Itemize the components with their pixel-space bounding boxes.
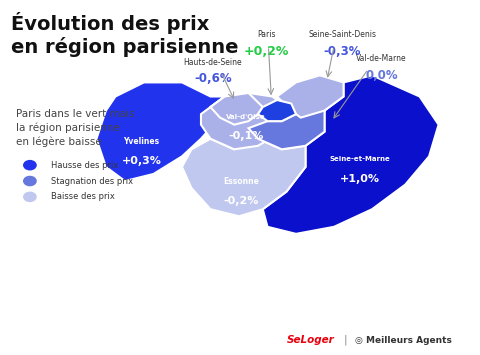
Text: 0,0%: 0,0% [365, 69, 398, 82]
Text: Hausse des prix: Hausse des prix [51, 161, 119, 170]
Circle shape [24, 160, 36, 170]
Text: +1,0%: +1,0% [340, 174, 380, 184]
Text: +0,3%: +0,3% [121, 156, 161, 166]
Circle shape [24, 176, 36, 186]
Text: +0,2%: +0,2% [244, 45, 289, 59]
Text: |: | [344, 335, 348, 345]
Polygon shape [277, 75, 344, 118]
Polygon shape [258, 100, 296, 121]
Text: Paris: Paris [257, 31, 276, 39]
Text: Baisse des prix: Baisse des prix [51, 192, 115, 201]
Text: Yvelines: Yvelines [123, 137, 160, 146]
Text: -0,1%: -0,1% [228, 131, 264, 141]
Polygon shape [201, 93, 291, 149]
Polygon shape [263, 75, 439, 234]
Polygon shape [249, 110, 324, 149]
Text: SeLoger: SeLoger [287, 335, 334, 345]
Polygon shape [211, 93, 263, 125]
Circle shape [24, 192, 36, 201]
Text: -0,3%: -0,3% [324, 45, 361, 59]
Polygon shape [96, 82, 225, 181]
Text: Paris dans le vert mais
la région parisienne
en légère baisse: Paris dans le vert mais la région parisi… [16, 109, 134, 147]
Text: -0,6%: -0,6% [194, 72, 232, 85]
Text: Évolution des prix
en région parisienne: Évolution des prix en région parisienne [11, 12, 239, 57]
Text: Val-de-Marne: Val-de-Marne [356, 54, 407, 63]
Text: Stagnation des prix: Stagnation des prix [51, 176, 133, 186]
Text: -0,2%: -0,2% [224, 196, 259, 207]
Text: Val-d'Oise: Val-d'Oise [226, 114, 266, 120]
Text: Essonne: Essonne [223, 177, 259, 186]
Text: Hauts-de-Seine: Hauts-de-Seine [183, 58, 242, 66]
Text: Seine-Saint-Denis: Seine-Saint-Denis [309, 31, 377, 39]
Text: ◎ Meilleurs Agents: ◎ Meilleurs Agents [355, 336, 452, 345]
Text: Seine-et-Marne: Seine-et-Marne [330, 156, 391, 162]
Polygon shape [182, 139, 306, 216]
